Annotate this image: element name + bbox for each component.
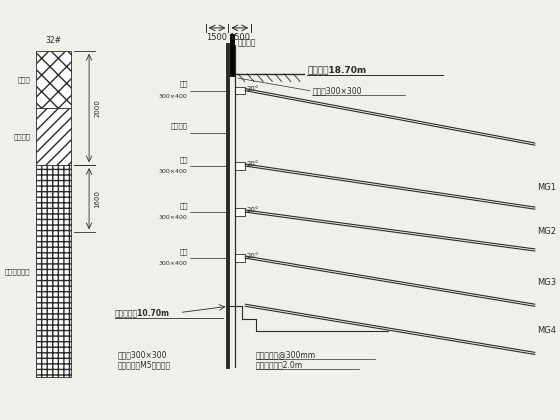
Text: 排水沟300×300: 排水沟300×300	[117, 350, 167, 359]
Text: 20°: 20°	[247, 207, 259, 213]
Text: 300×400: 300×400	[159, 169, 188, 174]
Text: 平均标高18.70m: 平均标高18.70m	[307, 65, 366, 74]
Bar	[36, 51, 71, 108]
Text: 20°: 20°	[247, 86, 259, 92]
Bar	[231, 50, 234, 55]
Text: 腕梁: 腕梁	[179, 248, 188, 255]
Text: 20°: 20°	[247, 161, 259, 167]
Text: 300×400: 300×400	[159, 94, 188, 99]
Bar	[231, 55, 234, 60]
Bar	[36, 108, 71, 165]
Text: 入基底不小于2.0m: 入基底不小于2.0m	[255, 360, 302, 369]
Text: 腕梁: 腕梁	[179, 156, 188, 163]
Text: 20°: 20°	[247, 253, 259, 259]
Bar	[231, 65, 234, 69]
Text: MG4: MG4	[538, 326, 557, 335]
Text: MG3: MG3	[538, 278, 557, 287]
Text: 弱风化花岗岩: 弱风化花岗岩	[5, 268, 31, 275]
Text: MG1: MG1	[538, 183, 557, 192]
Text: 稈底粘土: 稈底粘土	[13, 133, 31, 140]
Text: MG2: MG2	[538, 227, 557, 236]
Bar	[231, 46, 234, 50]
Text: 坡顶护栏: 坡顶护栏	[237, 38, 256, 47]
Text: 300×400: 300×400	[159, 215, 188, 220]
Text: 32#: 32#	[45, 36, 62, 45]
Text: 1600: 1600	[95, 190, 100, 207]
Bar	[231, 60, 234, 65]
Text: 素壳一: 素壳一	[18, 76, 31, 83]
Text: 1500: 1500	[207, 33, 227, 42]
Text: 腕梁: 腕梁	[179, 202, 188, 209]
Text: 连系面层: 连系面层	[171, 123, 188, 129]
Bar	[235, 162, 245, 170]
Text: 300×400: 300×400	[159, 262, 188, 266]
Text: 冠梁: 冠梁	[179, 81, 188, 87]
Text: 基坑底标高10.70m: 基坑底标高10.70m	[115, 308, 170, 317]
Text: 截水沟300×300: 截水沟300×300	[312, 86, 362, 95]
Bar	[36, 165, 71, 378]
Bar	[235, 87, 245, 94]
Bar	[231, 36, 234, 41]
Bar	[231, 69, 234, 74]
Text: 钉管栖间距@300mm: 钉管栖间距@300mm	[255, 350, 316, 359]
Text: 1500: 1500	[229, 33, 250, 42]
Bar	[235, 208, 245, 216]
Text: 2000: 2000	[95, 99, 100, 117]
Bar	[235, 255, 245, 262]
Text: 机械开挙，M5沙浆抒面: 机械开挙，M5沙浆抒面	[117, 360, 170, 369]
Bar	[231, 41, 234, 46]
